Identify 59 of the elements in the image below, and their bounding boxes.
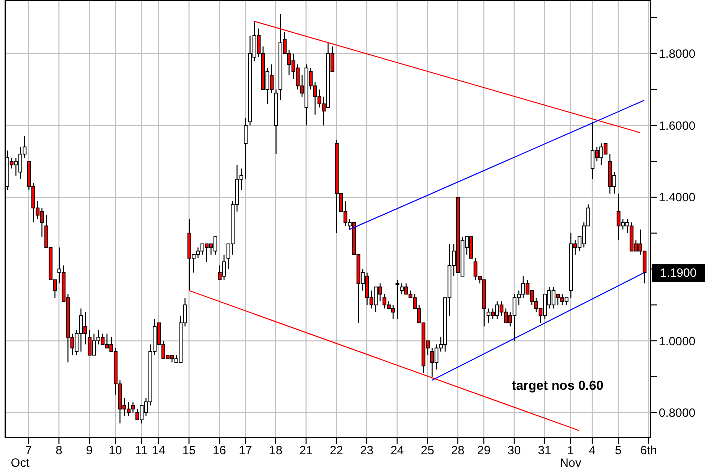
candlestick [218,265,222,281]
candlestick [430,348,434,378]
x-tick-label: 10 [108,444,123,458]
candlestick [126,402,131,417]
x-tick-label: 1 [567,444,574,458]
x-tick-label: 4 [589,444,596,458]
x-tick-label: 30 [508,444,522,458]
x-tick-label: 22 [330,444,344,458]
text: Oct [11,456,31,470]
candlestick [434,344,439,370]
candlestick [396,280,400,320]
x-tick-label: 21 [300,444,314,458]
x-tick-label: 23 [360,444,374,458]
x-tick-label: 16 [212,444,227,458]
x-tick-label: 24 [390,444,404,458]
x-tick-label: 6th [640,444,658,458]
candlestick [404,283,408,295]
x-tick-label: 5 [615,444,622,458]
x-tick-label: 11 [135,444,148,458]
x-tick-label: 9 [86,444,94,458]
candlestick [365,272,370,306]
y-tick-label: 0.8000 [659,406,696,420]
x-tick-label: 15 [182,444,196,458]
x-tick-label: 25 [421,444,435,458]
candlestick [196,247,200,259]
candlestick [512,294,517,342]
x-tick-label: 17 [238,444,253,458]
candlestick [604,143,608,155]
candlestick [40,208,44,238]
candlestick [244,118,248,180]
y-tick-label: 1.0000 [659,334,696,348]
text: Nov [559,456,582,470]
candlestick [84,312,88,346]
candlestick [100,333,105,346]
candlestick [543,294,548,320]
x-tick-label: 29 [477,444,492,458]
text: 1.1900 [652,264,705,282]
candlestick [14,157,18,176]
candlestick [88,330,92,356]
x-tick-label: 7 [26,444,32,458]
candlestick [318,89,322,108]
candlestick [590,122,595,180]
x-tick-label: 8 [56,444,63,458]
y-tick-label: 1.8000 [659,47,696,62]
x-tick-label: 18 [269,444,283,458]
candlestick [616,193,621,242]
candlestick [214,236,218,256]
x-tick-label: 31 [538,444,552,458]
candlestick [92,333,96,356]
y-tick-label: 1.6000 [659,118,696,133]
candlestick [486,308,491,324]
x-tick-label: 14 [152,444,166,458]
y-tick-label: 1.4000 [659,190,696,205]
candlestick [556,294,560,306]
candlestick [552,286,556,310]
annotation: target nos 0.60 [512,378,604,393]
x-tick-label: 28 [451,444,466,458]
candlestick [79,308,84,352]
candlestick [18,146,22,180]
